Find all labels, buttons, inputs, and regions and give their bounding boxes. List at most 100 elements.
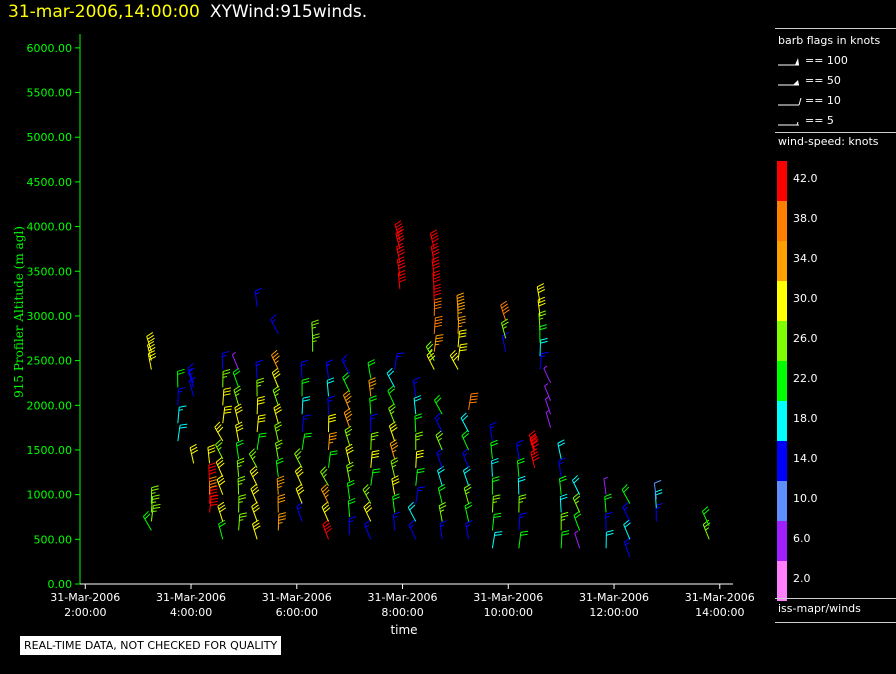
wind-barb bbox=[321, 501, 331, 522]
barb-layer bbox=[142, 220, 711, 558]
wind-barb bbox=[621, 484, 631, 504]
color-scale-label: 10.0 bbox=[793, 492, 818, 505]
wind-profile bbox=[177, 368, 188, 442]
wind-barb bbox=[573, 510, 582, 531]
wind-barb bbox=[221, 350, 230, 370]
wind-barb bbox=[320, 483, 330, 504]
wind-barb bbox=[462, 448, 470, 469]
wind-profile bbox=[500, 300, 510, 352]
wind-barb bbox=[325, 359, 334, 379]
wind-barb bbox=[604, 493, 612, 513]
wind-barb bbox=[390, 457, 399, 477]
color-scale-label: 38.0 bbox=[793, 212, 818, 225]
wind-barb bbox=[300, 359, 309, 379]
wind-barb bbox=[251, 519, 261, 540]
wind-barb bbox=[296, 501, 304, 522]
x-tick-label: 12:00:00 bbox=[589, 606, 638, 619]
wind-profile bbox=[460, 392, 479, 540]
wind-barb bbox=[177, 423, 188, 442]
wind-barb bbox=[439, 520, 447, 540]
x-tick-label: 31-Mar-2006 bbox=[262, 591, 332, 604]
wind-barb bbox=[407, 501, 417, 522]
wind-barb-plot: 0.00 500.00 1000.00 1500.00 2000.00 2500.00 30… bbox=[12, 34, 755, 637]
wind-profile bbox=[294, 359, 312, 522]
wind-profile bbox=[207, 444, 219, 513]
wind-barb bbox=[408, 519, 417, 540]
color-scale-label: 18.0 bbox=[793, 412, 818, 425]
wind-barb bbox=[557, 439, 566, 460]
wind-barb bbox=[388, 403, 396, 424]
barb-sample-icon bbox=[778, 121, 799, 126]
divider bbox=[775, 132, 896, 133]
color-scale-label: 30.0 bbox=[793, 292, 818, 305]
wind-profile bbox=[571, 475, 582, 549]
wind-barb bbox=[276, 475, 285, 495]
wind-barb bbox=[437, 483, 446, 504]
wind-barb bbox=[449, 350, 459, 370]
wind-barb bbox=[311, 319, 320, 339]
wind-barb bbox=[301, 377, 310, 397]
y-tick-label: 2500.00 bbox=[27, 355, 73, 368]
wind-barb bbox=[142, 510, 152, 531]
wind-profile bbox=[142, 485, 161, 531]
wind-barb bbox=[208, 462, 217, 482]
wind-barb bbox=[364, 519, 372, 540]
wind-profile bbox=[449, 292, 468, 370]
wind-barb bbox=[558, 457, 566, 477]
x-tick-label: 10:00:00 bbox=[484, 606, 533, 619]
color-scale-label: 26.0 bbox=[793, 332, 818, 345]
wind-barb bbox=[518, 494, 527, 513]
wind-barb bbox=[434, 412, 443, 433]
wind-barb bbox=[491, 457, 499, 477]
wind-barb bbox=[370, 431, 379, 450]
wind-barb bbox=[544, 396, 552, 415]
wind-barb bbox=[275, 439, 283, 459]
wind-profile bbox=[701, 506, 711, 540]
wind-barb bbox=[391, 475, 400, 495]
barb-sample-icon bbox=[778, 58, 799, 66]
wind-profile bbox=[311, 319, 320, 352]
wind-barb bbox=[415, 468, 425, 486]
wind-barb bbox=[214, 421, 224, 442]
wind-barb bbox=[367, 359, 376, 379]
color-scale-label: 22.0 bbox=[793, 372, 818, 385]
wind-barb bbox=[249, 466, 259, 486]
wind-barb bbox=[491, 512, 502, 531]
wind-barb bbox=[539, 351, 549, 370]
wind-barb bbox=[348, 516, 357, 535]
wind-barb bbox=[150, 494, 160, 513]
wind-profile bbox=[270, 314, 287, 531]
wind-barb bbox=[433, 315, 443, 334]
wind-barb bbox=[457, 329, 467, 348]
wind-barb bbox=[560, 530, 570, 549]
color-scale-label: 42.0 bbox=[793, 172, 818, 185]
barb-legend-label: == 50 bbox=[805, 74, 841, 87]
wind-barb bbox=[430, 242, 440, 263]
x-tick-label: 31-Mar-2006 bbox=[50, 591, 120, 604]
wind-barb bbox=[256, 414, 266, 433]
wind-barb bbox=[465, 519, 473, 540]
y-tick-label: 4500.00 bbox=[27, 176, 73, 189]
wind-barb bbox=[559, 493, 568, 513]
wind-barb bbox=[433, 297, 442, 316]
wind-barb bbox=[301, 432, 312, 451]
axes: 0.00 500.00 1000.00 1500.00 2000.00 2500.00 30… bbox=[27, 34, 755, 619]
wind-barb bbox=[370, 413, 378, 433]
wind-barb bbox=[322, 519, 333, 540]
barb-legend-row: == 10 bbox=[775, 92, 896, 110]
color-swatch bbox=[777, 441, 787, 481]
wind-profile bbox=[214, 350, 232, 540]
wind-barb bbox=[312, 333, 320, 352]
wind-barb bbox=[388, 421, 398, 442]
wind-barb bbox=[457, 343, 468, 361]
barb-legend-label: == 10 bbox=[805, 94, 841, 107]
wind-barb bbox=[530, 448, 540, 468]
barb-sample-icon bbox=[778, 80, 799, 86]
wind-profile bbox=[386, 352, 405, 531]
wind-barb bbox=[701, 506, 710, 527]
color-swatch bbox=[777, 401, 787, 441]
wind-barb bbox=[271, 367, 281, 388]
wind-barb bbox=[301, 396, 311, 415]
wind-barb bbox=[395, 229, 405, 250]
y-tick-label: 5000.00 bbox=[27, 131, 73, 144]
